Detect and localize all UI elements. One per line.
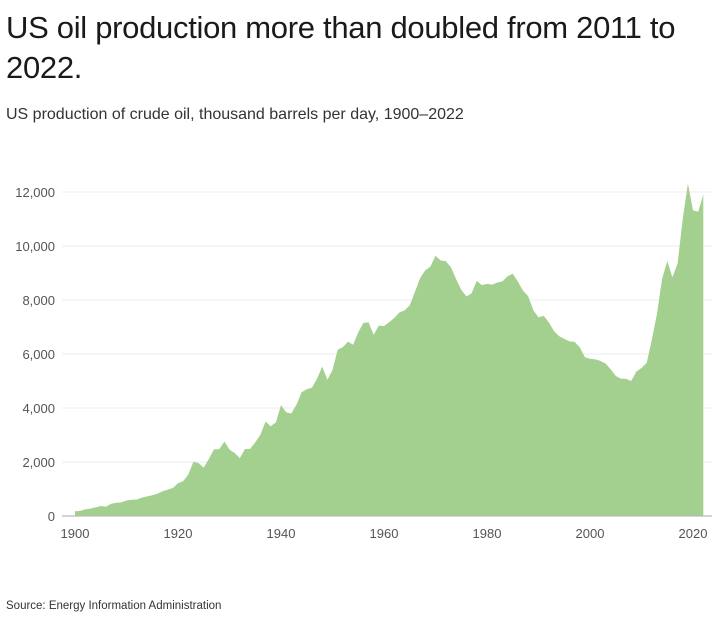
chart-subtitle: US production of crude oil, thousand bar… bbox=[6, 106, 464, 123]
y-tick-label: 0 bbox=[48, 509, 55, 524]
x-tick-label: 1960 bbox=[370, 526, 399, 541]
source-note: Source: Energy Information Administratio… bbox=[6, 600, 222, 612]
y-tick-label: 10,000 bbox=[15, 239, 55, 254]
production-area bbox=[75, 183, 704, 516]
x-tick-label: 1980 bbox=[473, 526, 502, 541]
chart-title: US oil production more than doubled from… bbox=[6, 10, 676, 85]
y-tick-label: 6,000 bbox=[22, 347, 55, 362]
x-tick-label: 1940 bbox=[267, 526, 296, 541]
x-tick-label: 2000 bbox=[576, 526, 605, 541]
y-tick-label: 12,000 bbox=[15, 185, 55, 200]
y-tick-label: 2,000 bbox=[22, 455, 55, 470]
y-tick-label: 8,000 bbox=[22, 293, 55, 308]
x-tick-label: 2020 bbox=[679, 526, 708, 541]
x-tick-label: 1920 bbox=[164, 526, 193, 541]
x-tick-label: 1900 bbox=[61, 526, 90, 541]
y-tick-label: 4,000 bbox=[22, 401, 55, 416]
